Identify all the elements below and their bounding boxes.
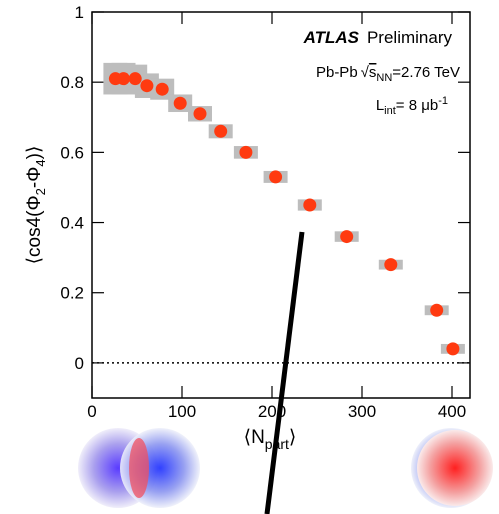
x-axis-label: ⟨Npart⟩ bbox=[244, 427, 297, 452]
y-tick-label: 1 bbox=[75, 3, 84, 22]
data-point bbox=[117, 72, 130, 86]
y-label-sub: 4 bbox=[33, 159, 48, 166]
y-tick-label: 0 bbox=[75, 354, 84, 373]
y-tick-label: 0.2 bbox=[60, 284, 84, 303]
data-point bbox=[128, 72, 142, 86]
status: Preliminary bbox=[367, 28, 453, 47]
lumi-label: Lint= 8 μb-1 bbox=[376, 95, 448, 117]
data-point bbox=[384, 258, 398, 272]
data-point bbox=[155, 82, 169, 96]
root: √ bbox=[361, 64, 370, 81]
collision-diagrams bbox=[78, 428, 493, 508]
experiment-label: ATLAS Preliminary bbox=[303, 28, 453, 47]
data-point bbox=[193, 107, 207, 121]
data-point bbox=[430, 303, 444, 317]
y-tick-label: 0.6 bbox=[60, 143, 84, 162]
pointer-line bbox=[264, 231, 305, 514]
system-label: Pb-Pb √sNN=2.76 TeV bbox=[316, 64, 460, 84]
lumi-sup: -1 bbox=[438, 95, 448, 107]
lumi-l: L bbox=[376, 97, 384, 114]
lumi: = 8 μb bbox=[396, 97, 438, 114]
y-label-part: -Φ bbox=[24, 167, 45, 189]
data-point bbox=[303, 198, 317, 212]
overlap bbox=[129, 438, 149, 498]
x-tick-label: 400 bbox=[438, 402, 466, 421]
x-tick-label: 300 bbox=[348, 402, 376, 421]
experiment: ATLAS bbox=[303, 28, 360, 47]
y-tick-label: 0.4 bbox=[60, 214, 84, 233]
y-axis-label: ⟨cos4(Φ2-Φ4)⟩ bbox=[24, 146, 48, 265]
overlap bbox=[417, 430, 493, 506]
data-point bbox=[239, 145, 253, 159]
y-tick-label: 0.8 bbox=[60, 73, 84, 92]
x-tick-label: 100 bbox=[168, 402, 196, 421]
energy-sub: NN bbox=[376, 72, 392, 84]
data-point bbox=[340, 230, 354, 244]
y-label-part: )⟩ bbox=[24, 146, 45, 160]
data-point bbox=[173, 96, 187, 110]
data-point bbox=[269, 170, 283, 184]
data-point bbox=[446, 342, 460, 356]
x-tick-label: 0 bbox=[87, 402, 96, 421]
lumi-sub: int bbox=[384, 105, 396, 117]
x-label-part: ⟩ bbox=[289, 427, 296, 448]
x-label-part: ⟨N bbox=[244, 427, 265, 448]
energy-s: s bbox=[369, 64, 377, 81]
data-point bbox=[140, 79, 154, 93]
energy: =2.76 TeV bbox=[392, 64, 460, 81]
system: Pb-Pb bbox=[316, 64, 358, 81]
y-label-part: ⟨cos4(Φ bbox=[24, 195, 45, 264]
data-point bbox=[214, 124, 228, 138]
y-label-sub: 2 bbox=[33, 188, 48, 195]
